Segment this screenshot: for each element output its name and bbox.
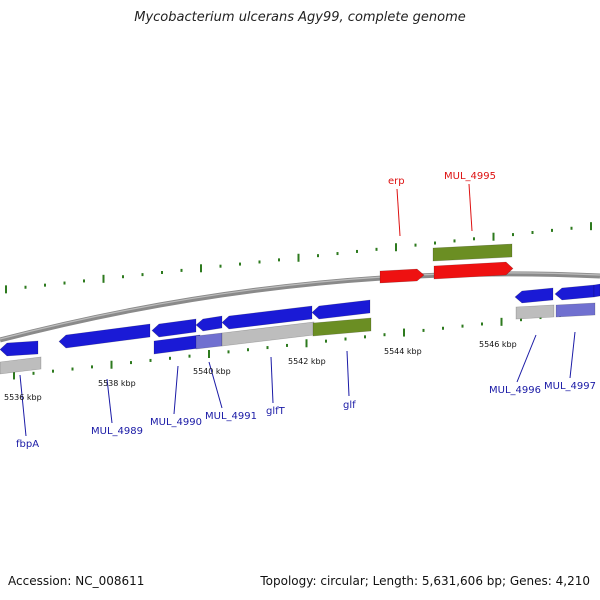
gene-label-erp[interactable]: erp — [388, 176, 405, 187]
label-leader-line — [569, 331, 576, 379]
mul-4996-gene-arrow — [514, 287, 554, 304]
feature-track — [0, 243, 600, 375]
scale-label: 5536 kbp — [4, 393, 42, 402]
label-leader-line — [346, 350, 350, 397]
scale-label: 5546 kbp — [479, 340, 517, 349]
genome-stats-text: Topology: circular; Length: 5,631,606 bp… — [260, 574, 590, 588]
scale-label: 5538 kbp — [98, 379, 136, 388]
mul-4989-gene-arrow — [58, 323, 151, 349]
outer-tick-track — [5, 222, 592, 294]
inner-tick-track — [13, 313, 561, 380]
fbpA-gene-arrow — [0, 340, 39, 357]
glf-feature-bar — [312, 317, 372, 337]
label-leaders — [19, 183, 576, 437]
map-title: Mycobacterium ulcerans Agy99, complete g… — [134, 10, 466, 25]
erp-gene-arrow — [379, 268, 425, 284]
accession-text: Accession: NC_008611 — [8, 574, 145, 588]
mul-4991-gene-arrow — [195, 315, 223, 332]
mul-4995-gene-arrow — [433, 261, 514, 280]
scale-label: 5544 kbp — [384, 347, 422, 356]
scale-labels: 5536 kbp 5538 kbp 5540 kbp 5542 kbp 5544 kbp… — [4, 340, 517, 402]
label-leader-line — [396, 188, 401, 237]
gene-label-mul-4990[interactable]: MUL_4990 — [150, 417, 202, 428]
gene-label-mul-4991[interactable]: MUL_4991 — [205, 411, 257, 422]
gene-label-glft[interactable]: glfT — [266, 406, 286, 417]
gene-label-mul-4997[interactable]: MUL_4997 — [544, 381, 596, 392]
mul-4991-overlap-bar — [195, 332, 223, 350]
label-leader-line — [516, 334, 537, 383]
mul-4996-feature-bar — [515, 304, 555, 320]
mul-4990-gene-arrow — [151, 318, 197, 338]
label-leader-line — [106, 378, 113, 424]
label-leader-line — [208, 361, 223, 409]
mul-4995-feature-bar — [432, 243, 513, 262]
label-leader-line — [173, 365, 179, 415]
gene-label-mul-4995[interactable]: MUL_4995 — [444, 171, 496, 182]
mul-4997-feature-bar — [555, 302, 596, 318]
gene-label-glf[interactable]: glf — [343, 400, 356, 411]
label-leader-line — [468, 183, 473, 232]
gene-label-mul-4996[interactable]: MUL_4996 — [489, 385, 541, 396]
glf-gene-arrow — [311, 299, 371, 320]
scale-label: 5542 kbp — [288, 357, 326, 366]
mul-4997-gene-arrow — [554, 284, 595, 301]
scale-label: 5540 kbp — [193, 367, 231, 376]
backbone-arc-highlight — [0, 272, 600, 340]
gene-label-fbpa[interactable]: fbpA — [16, 439, 39, 450]
label-leader-line — [270, 356, 274, 404]
mul-4990-feature-bar — [153, 334, 201, 355]
mul-4998-gene-arrow — [593, 283, 600, 298]
gene-label-mul-4989[interactable]: MUL_4989 — [91, 426, 143, 437]
backbone-arc — [0, 271, 600, 343]
fbpA-feature-bar — [0, 356, 42, 375]
label-leader-line — [19, 374, 27, 437]
glfT-gene-arrow — [221, 305, 313, 330]
